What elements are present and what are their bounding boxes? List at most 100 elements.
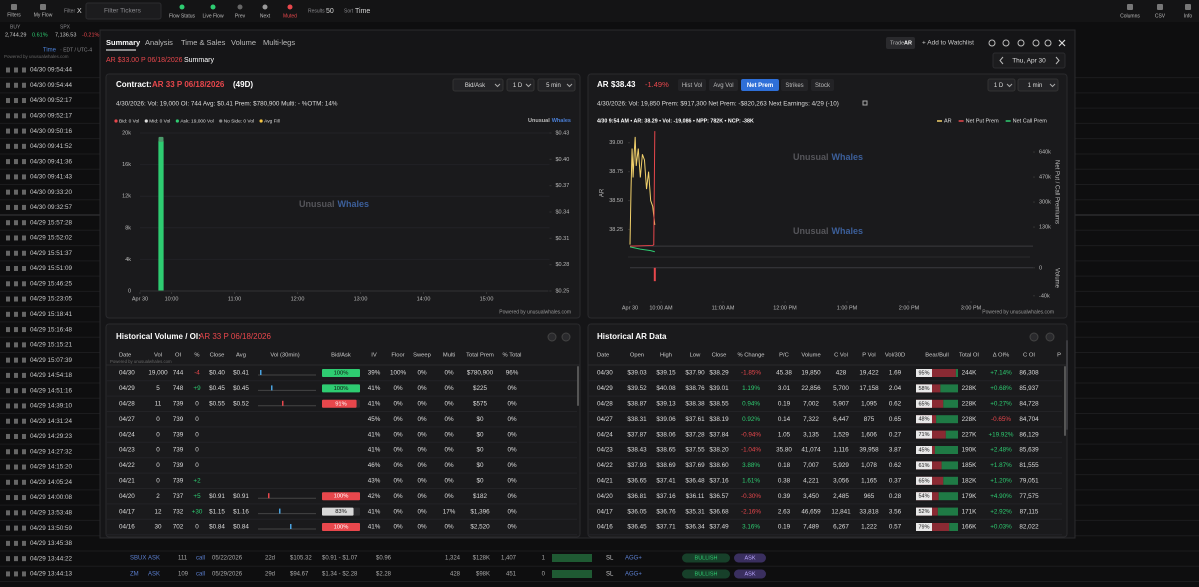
row-icon [14, 540, 18, 546]
flow-time[interactable]: 04/29 14:39:10 [30, 403, 73, 410]
tab[interactable]: Time & Sales [181, 38, 226, 47]
tab[interactable]: Multi-legs [263, 38, 295, 47]
flow-time[interactable]: 04/29 15:07:39 [30, 357, 73, 364]
clear-filter[interactable]: X [77, 8, 82, 15]
toolbar-button[interactable]: Muted [283, 13, 297, 19]
icon-button[interactable] [1044, 39, 1052, 47]
flow-time[interactable]: 04/30 09:33:20 [30, 189, 73, 196]
flow-time[interactable]: 04/29 15:18:41 [30, 311, 73, 318]
prev-day[interactable] [999, 56, 1004, 65]
row-icon [14, 311, 18, 317]
flow-time[interactable]: 04/29 15:57:28 [30, 219, 73, 226]
row-icon [22, 143, 26, 149]
table-cell: $39.15 [656, 370, 676, 377]
flow-time[interactable]: 04/29 14:51:16 [30, 387, 73, 394]
sort-button[interactable]: Time [355, 8, 370, 15]
flow-time[interactable]: 04/29 14:29:23 [30, 433, 73, 440]
row-icon [6, 220, 10, 226]
row-icon [6, 67, 10, 73]
watchlist-button[interactable]: + Add to Watchlist [922, 40, 974, 47]
flow-time[interactable]: 04/30 09:52:17 [30, 97, 73, 104]
flow-time[interactable]: 04/30 09:54:44 [30, 82, 73, 89]
tab-button[interactable]: Stock [815, 83, 831, 89]
column-header: Volume [801, 353, 820, 359]
panel [105, 323, 581, 538]
flow-time[interactable]: 04/29 13:50:59 [30, 525, 73, 532]
flow-time[interactable]: 04/29 14:15:20 [30, 464, 73, 471]
icon-button[interactable] [1029, 332, 1039, 342]
flow-time[interactable]: 04/30 09:50:16 [30, 128, 73, 135]
flow-time[interactable]: 04/29 13:44:13 [30, 571, 73, 578]
table-cell: 100% [334, 386, 349, 392]
table-cell: $37.49 [709, 524, 729, 531]
tab-button[interactable]: Avg Vol [713, 83, 733, 89]
toolbar-button[interactable]: Info [1184, 13, 1193, 19]
flow-time[interactable]: 04/29 15:51:37 [30, 250, 73, 257]
flow-time[interactable]: 04/29 13:53:48 [30, 510, 73, 517]
toolbar-button[interactable]: Live Flow [202, 13, 224, 19]
flow-time[interactable]: 04/30 09:41:52 [30, 143, 73, 150]
flow-time[interactable]: 04/29 14:54:18 [30, 372, 73, 379]
flow-time[interactable]: 04/29 15:52:02 [30, 235, 73, 242]
icon-button[interactable] [561, 332, 571, 342]
row-icon [22, 540, 26, 546]
flow-time[interactable]: 04/29 14:05:24 [30, 479, 73, 486]
flow-time[interactable]: 04/30 09:32:57 [30, 204, 73, 211]
bear-label-bg [916, 523, 932, 531]
row-icon [6, 311, 10, 317]
dropdown[interactable]: 1 D [513, 83, 523, 89]
dropdown[interactable]: Bid/Ask [465, 83, 486, 89]
toolbar-button[interactable]: CSV [1155, 13, 1166, 19]
toolbar-button[interactable]: Prev [235, 13, 246, 19]
flow-time[interactable]: 04/30 09:54:44 [30, 67, 73, 74]
toolbar-button[interactable]: Columns [1120, 13, 1140, 19]
next-day[interactable] [1055, 56, 1060, 65]
table-cell: 0% [507, 431, 517, 438]
search-input[interactable]: Filter Tickers [104, 8, 142, 15]
icon-button[interactable] [547, 332, 557, 342]
flow-time[interactable]: 04/29 15:46:25 [30, 280, 73, 287]
flow-time[interactable]: 04/29 14:00:08 [30, 494, 73, 501]
flow-time[interactable]: 04/29 15:51:09 [30, 265, 73, 272]
icon-button[interactable] [1045, 332, 1055, 342]
icon-button[interactable] [1002, 39, 1010, 47]
close-button[interactable] [1058, 39, 1066, 47]
icon-button[interactable] [1032, 39, 1040, 47]
dropdown[interactable]: 5 min [546, 83, 561, 89]
tab-button[interactable]: Net Prem [747, 83, 773, 89]
tab[interactable]: Analysis [145, 38, 173, 47]
flow-time[interactable]: 04/29 13:44:22 [30, 555, 73, 562]
flow-time[interactable]: 04/29 15:23:05 [30, 296, 73, 303]
icon-button[interactable] [988, 39, 996, 47]
toolbar-button[interactable]: Filters [7, 12, 21, 18]
flow-time[interactable]: 04/29 15:16:48 [30, 326, 73, 333]
flow-time[interactable]: 04/30 09:41:36 [30, 158, 73, 165]
toolbar-button[interactable]: My Flow [34, 12, 53, 18]
tab[interactable]: Summary [106, 38, 141, 47]
row-icon [6, 449, 10, 455]
table-cell: $37.84 [709, 431, 729, 438]
toolbar-button[interactable]: Next [260, 13, 271, 19]
dropdown[interactable]: 1 min [1028, 83, 1043, 89]
flow-time[interactable]: 04/29 13:45:38 [30, 540, 73, 547]
flow-time[interactable]: 04/29 14:31:24 [30, 418, 73, 425]
table-cell: 0% [507, 416, 517, 423]
flow-time[interactable]: 04/29 14:27:32 [30, 448, 73, 455]
row-icon [14, 327, 18, 333]
table-cell: 41% [368, 447, 381, 454]
table-cell: 739 [173, 400, 184, 407]
table-cell: $1.15 [209, 508, 225, 515]
trade-button[interactable]: Trade [890, 40, 904, 46]
toolbar-button[interactable]: Flow Status [169, 13, 196, 19]
flow-time[interactable]: 04/29 15:15:21 [30, 342, 73, 349]
flow-time[interactable]: 04/30 09:41:43 [30, 174, 73, 181]
flow-time[interactable]: 04/30 09:52:17 [30, 112, 73, 119]
table-cell: $36.48 [685, 477, 705, 484]
label: (49D) [233, 80, 253, 89]
tab-button[interactable]: Hist Vol [682, 83, 702, 89]
tab[interactable]: Volume [231, 38, 256, 47]
dropdown[interactable]: 1 D [994, 83, 1004, 89]
row-icon [22, 128, 26, 134]
tab-button[interactable]: Strikes [785, 83, 803, 89]
icon-button[interactable] [1017, 39, 1025, 47]
